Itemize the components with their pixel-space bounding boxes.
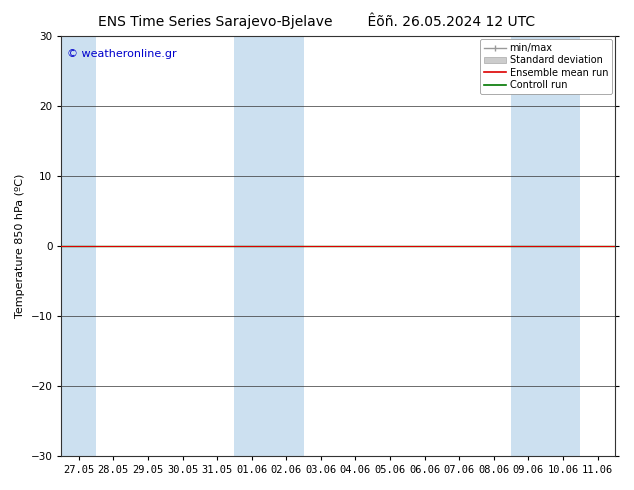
Bar [235,36,269,456]
Bar [61,36,96,456]
Bar [511,36,546,456]
Bar [546,36,580,456]
Text: ENS Time Series Sarajevo-Bjelave        Êõñ. 26.05.2024 12 UTC: ENS Time Series Sarajevo-Bjelave Êõñ. 26… [98,12,536,29]
Text: © weatheronline.gr: © weatheronline.gr [67,49,177,59]
Bar [269,36,304,456]
Legend: min/max, Standard deviation, Ensemble mean run, Controll run: min/max, Standard deviation, Ensemble me… [481,39,612,94]
Y-axis label: Temperature 850 hPa (ºC): Temperature 850 hPa (ºC) [15,174,25,318]
